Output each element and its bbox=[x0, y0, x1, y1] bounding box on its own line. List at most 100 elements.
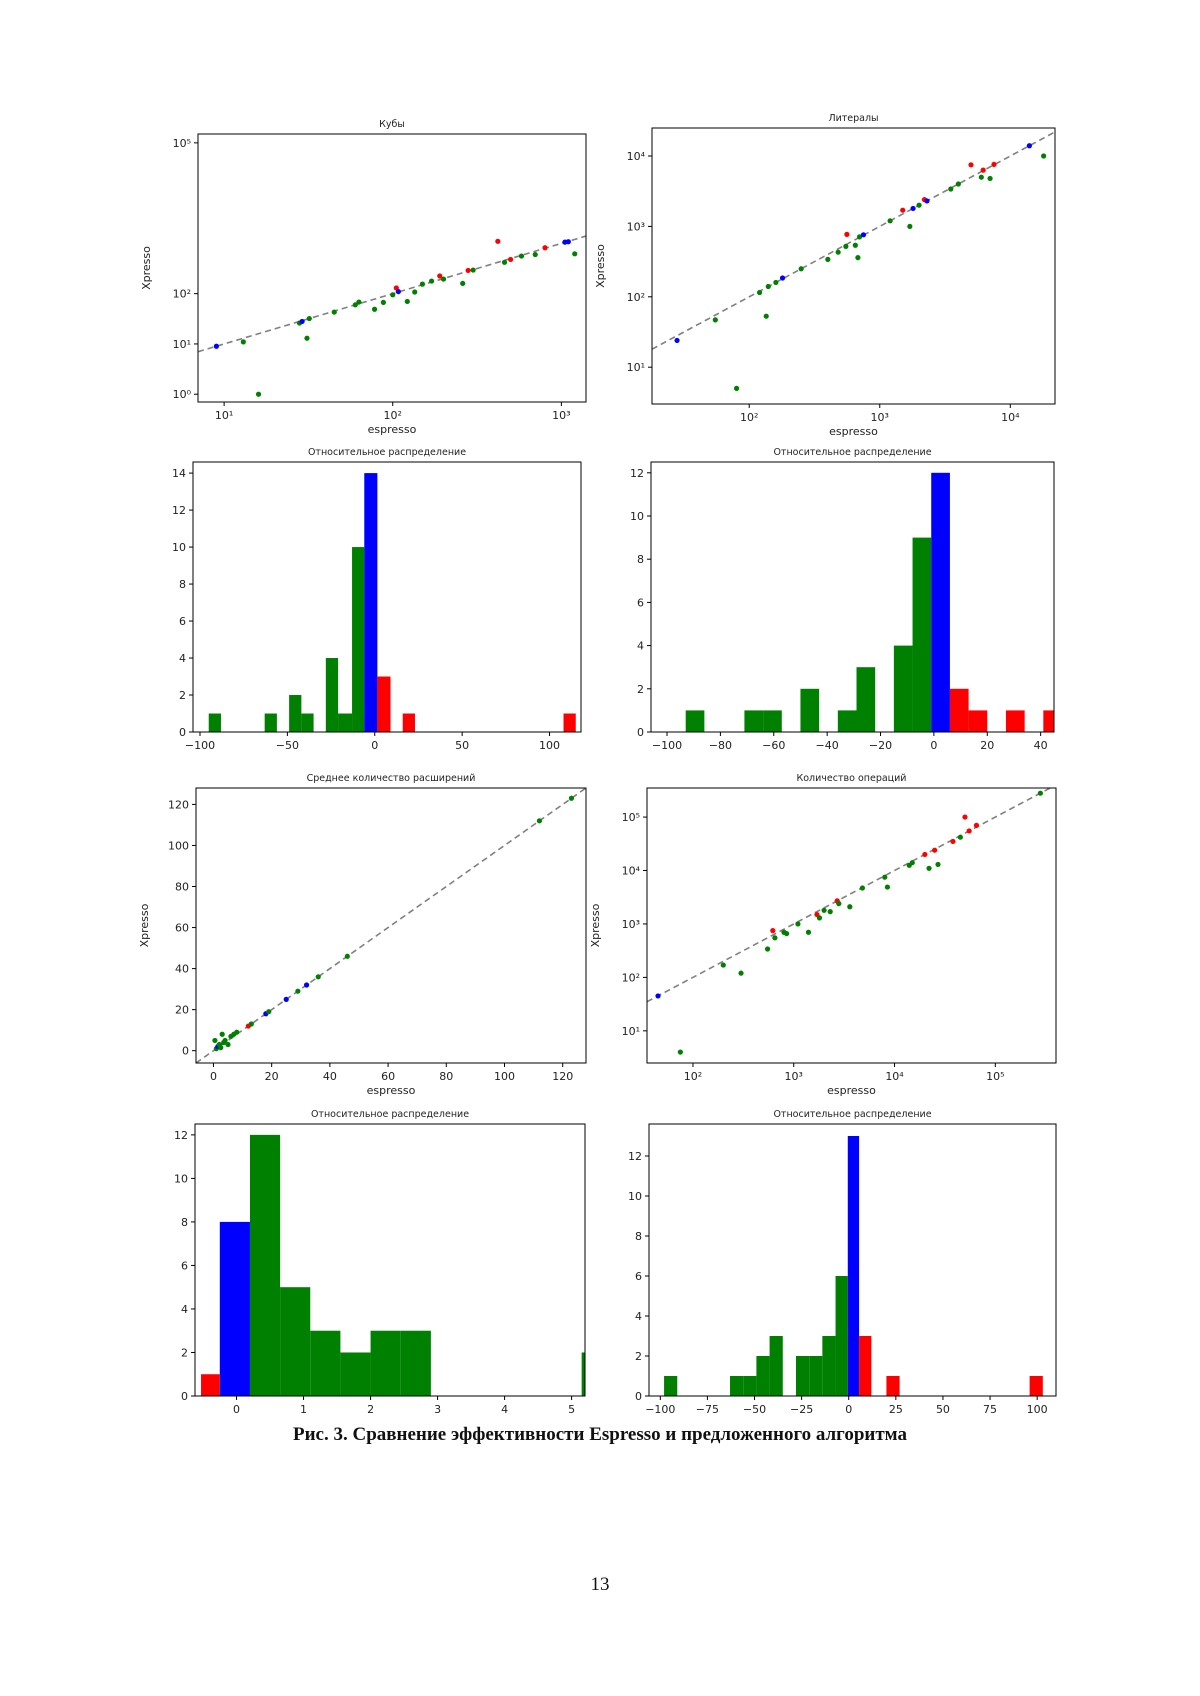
scatter-point bbox=[214, 344, 219, 349]
scatter-point bbox=[991, 162, 996, 167]
scatter-point bbox=[773, 280, 778, 285]
histogram-bar bbox=[913, 538, 932, 732]
histogram-bar bbox=[809, 1356, 822, 1396]
y-tick-label: 40 bbox=[175, 963, 189, 976]
scatter-point bbox=[537, 818, 542, 823]
scatter-point bbox=[508, 257, 513, 262]
y-tick-label: 0 bbox=[635, 1390, 642, 1403]
x-tick-label: −100 bbox=[652, 739, 682, 752]
histogram-bar bbox=[220, 1222, 250, 1396]
histogram-bar bbox=[770, 1336, 783, 1396]
y-tick-label: 80 bbox=[175, 881, 189, 894]
histogram-bar bbox=[836, 1276, 848, 1396]
histogram-bar bbox=[686, 710, 705, 732]
scatter-point bbox=[471, 267, 476, 272]
scatter-point bbox=[678, 1049, 683, 1054]
scatter-point bbox=[907, 224, 912, 229]
scatter-point bbox=[916, 203, 921, 208]
y-tick-label: 8 bbox=[179, 578, 186, 591]
x-tick-label: −50 bbox=[276, 739, 299, 752]
y-tick-label: 6 bbox=[635, 1270, 642, 1283]
chart-title: Относительное распределение bbox=[773, 447, 931, 458]
x-tick-label: 50 bbox=[936, 1403, 950, 1416]
x-tick-label: −25 bbox=[790, 1403, 813, 1416]
scatter-point bbox=[932, 848, 937, 853]
chart-panel-5: 020406080100120020406080100120Среднее ко… bbox=[138, 773, 586, 1097]
y-tick-label: 4 bbox=[637, 640, 644, 653]
scatter-point bbox=[533, 252, 538, 257]
histogram-bar bbox=[301, 714, 313, 732]
y-tick-label: 10³ bbox=[622, 918, 640, 931]
scatter-point bbox=[429, 278, 434, 283]
scatter-point bbox=[345, 954, 350, 959]
y-tick-label: 4 bbox=[635, 1310, 642, 1323]
x-tick-label: 10³ bbox=[785, 1070, 803, 1083]
identity-diagonal-line bbox=[196, 788, 586, 1063]
x-tick-label: 80 bbox=[439, 1070, 453, 1083]
histogram-bar bbox=[338, 714, 352, 732]
scatter-point bbox=[885, 884, 890, 889]
scatter-point bbox=[821, 908, 826, 913]
axes-frame bbox=[652, 128, 1055, 404]
x-tick-label: 5 bbox=[568, 1403, 575, 1416]
x-tick-label: 120 bbox=[552, 1070, 573, 1083]
y-tick-label: 120 bbox=[168, 798, 189, 811]
scatter-point bbox=[836, 250, 841, 255]
y-tick-label: 8 bbox=[635, 1230, 642, 1243]
scatter-point bbox=[887, 218, 892, 223]
scatter-point bbox=[655, 993, 660, 998]
chart-panel-1: 10¹10²10³10⁰10¹10²10⁵КубыespressoXpresso bbox=[140, 119, 586, 436]
y-tick-label: 2 bbox=[181, 1346, 188, 1359]
y-tick-label: 2 bbox=[637, 683, 644, 696]
x-tick-label: 100 bbox=[494, 1070, 515, 1083]
y-tick-label: 10⁵ bbox=[622, 811, 640, 824]
x-tick-label: 20 bbox=[265, 1070, 279, 1083]
scatter-point bbox=[861, 232, 866, 237]
y-tick-label: 10 bbox=[172, 541, 186, 554]
histogram-bar bbox=[326, 658, 338, 732]
histogram-bar bbox=[743, 1376, 756, 1396]
scatter-point bbox=[356, 299, 361, 304]
scatter-point bbox=[390, 292, 395, 297]
x-tick-label: 50 bbox=[455, 739, 469, 752]
scatter-point bbox=[967, 828, 972, 833]
scatter-point bbox=[256, 392, 261, 397]
x-tick-label: 0 bbox=[930, 739, 937, 752]
x-tick-label: −100 bbox=[185, 739, 215, 752]
x-tick-label: 10⁵ bbox=[986, 1070, 1004, 1083]
histogram-bar bbox=[838, 710, 857, 732]
y-tick-label: 6 bbox=[181, 1259, 188, 1272]
y-tick-label: 10¹ bbox=[622, 1025, 640, 1038]
y-tick-label: 0 bbox=[181, 1390, 188, 1403]
chart-title: Относительное распределение bbox=[311, 1109, 469, 1120]
scatter-point bbox=[882, 875, 887, 880]
y-tick-label: 12 bbox=[172, 504, 186, 517]
y-tick-label: 0 bbox=[182, 1045, 189, 1058]
y-tick-label: 8 bbox=[181, 1216, 188, 1229]
histogram-bar bbox=[664, 1376, 677, 1396]
scatter-point bbox=[784, 931, 789, 936]
scatter-point bbox=[466, 268, 471, 273]
scatter-point bbox=[910, 206, 915, 211]
histogram-bar bbox=[250, 1135, 280, 1396]
scatter-point bbox=[764, 314, 769, 319]
y-axis-label: Xpresso bbox=[138, 903, 151, 947]
x-tick-label: 0 bbox=[845, 1403, 852, 1416]
y-tick-label: 0 bbox=[179, 726, 186, 739]
axes-frame bbox=[651, 462, 1054, 732]
chart-title: Среднее количество расширений bbox=[307, 773, 476, 784]
scatter-point bbox=[304, 982, 309, 987]
scatter-point bbox=[924, 198, 929, 203]
scatter-point bbox=[974, 823, 979, 828]
scatter-point bbox=[935, 862, 940, 867]
histogram-bar bbox=[886, 1376, 899, 1396]
chart-title: Относительное распределение bbox=[308, 447, 466, 458]
y-tick-label: 2 bbox=[179, 689, 186, 702]
scatter-point bbox=[441, 276, 446, 281]
x-axis-label: espresso bbox=[827, 1084, 876, 1097]
y-tick-label: 0 bbox=[637, 726, 644, 739]
y-tick-label: 10 bbox=[628, 1190, 642, 1203]
chart-panel-3: −100−5005010002468101214Относительное ра… bbox=[172, 447, 581, 752]
y-tick-label: 10¹ bbox=[173, 338, 191, 351]
y-tick-label: 10⁰ bbox=[173, 388, 192, 401]
